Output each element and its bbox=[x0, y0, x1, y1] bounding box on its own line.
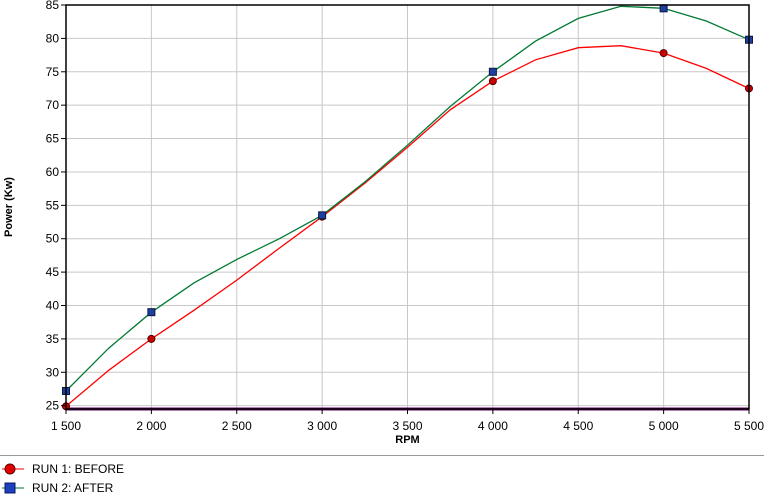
x-tick-label: 2 000 bbox=[136, 419, 166, 433]
y-tick-label: 35 bbox=[46, 332, 60, 346]
y-tick-label: 60 bbox=[46, 165, 60, 179]
plot-frame bbox=[65, 4, 750, 410]
x-tick-label: 3 000 bbox=[307, 419, 337, 433]
legend: RUN 1: BEFORE RUN 2: AFTER bbox=[0, 455, 764, 496]
y-tick-label: 45 bbox=[46, 265, 60, 279]
y-tick-label: 55 bbox=[46, 198, 60, 212]
series-lines bbox=[65, 5, 750, 407]
data-point-run-1[interactable] bbox=[488, 77, 497, 86]
data-point-run-1[interactable] bbox=[147, 334, 156, 343]
data-point-run-2[interactable] bbox=[318, 211, 327, 220]
x-tick-label: 4 500 bbox=[563, 419, 593, 433]
y-tick-label: 30 bbox=[46, 365, 60, 379]
x-tick-label: 2 500 bbox=[222, 419, 252, 433]
data-point-run-2[interactable] bbox=[488, 67, 497, 76]
legend-label-run-2: RUN 2: AFTER bbox=[32, 481, 114, 495]
x-axis-ticks: 1 500 2 000 2 500 3 000 3 500 4 000 4 500 5 000… bbox=[51, 409, 764, 433]
y-axis-title: Power (Kw) bbox=[3, 177, 15, 237]
series-line-run-2 bbox=[65, 5, 750, 392]
x-tick-label: 3 500 bbox=[392, 419, 422, 433]
y-tick-label: 85 bbox=[46, 0, 60, 12]
y-tick-label: 70 bbox=[46, 98, 60, 112]
x-tick-label: 5 000 bbox=[649, 419, 679, 433]
series-line-run-1 bbox=[65, 45, 750, 407]
y-tick-label: 65 bbox=[46, 132, 60, 146]
y-tick-label: 25 bbox=[46, 399, 60, 413]
y-tick-label: 40 bbox=[46, 298, 60, 312]
grid bbox=[65, 4, 750, 409]
series-markers bbox=[62, 4, 753, 411]
y-axis-ticks: 25 30 35 40 45 50 55 60 65 70 75 80 85 bbox=[46, 0, 66, 413]
legend-item-run-1[interactable]: RUN 1: BEFORE bbox=[2, 460, 124, 478]
circle-marker-icon bbox=[2, 463, 24, 475]
data-point-run-2[interactable] bbox=[659, 4, 668, 13]
x-tick-label: 1 500 bbox=[51, 419, 81, 433]
x-tick-label: 4 000 bbox=[478, 419, 508, 433]
y-tick-label: 80 bbox=[46, 31, 60, 45]
power-chart: 1 500 2 000 2 500 3 000 3 500 4 000 4 500 5 000… bbox=[3, 0, 764, 446]
legend-item-run-2[interactable]: RUN 2: AFTER bbox=[2, 479, 113, 497]
x-axis-title: RPM bbox=[395, 434, 419, 446]
y-tick-label: 50 bbox=[46, 232, 60, 246]
x-tick-label: 5 500 bbox=[734, 419, 764, 433]
data-point-run-1[interactable] bbox=[659, 49, 668, 58]
data-point-run-2[interactable] bbox=[147, 308, 156, 317]
y-tick-label: 75 bbox=[46, 65, 60, 79]
square-marker-icon bbox=[2, 482, 24, 494]
legend-label-run-1: RUN 1: BEFORE bbox=[32, 462, 125, 476]
